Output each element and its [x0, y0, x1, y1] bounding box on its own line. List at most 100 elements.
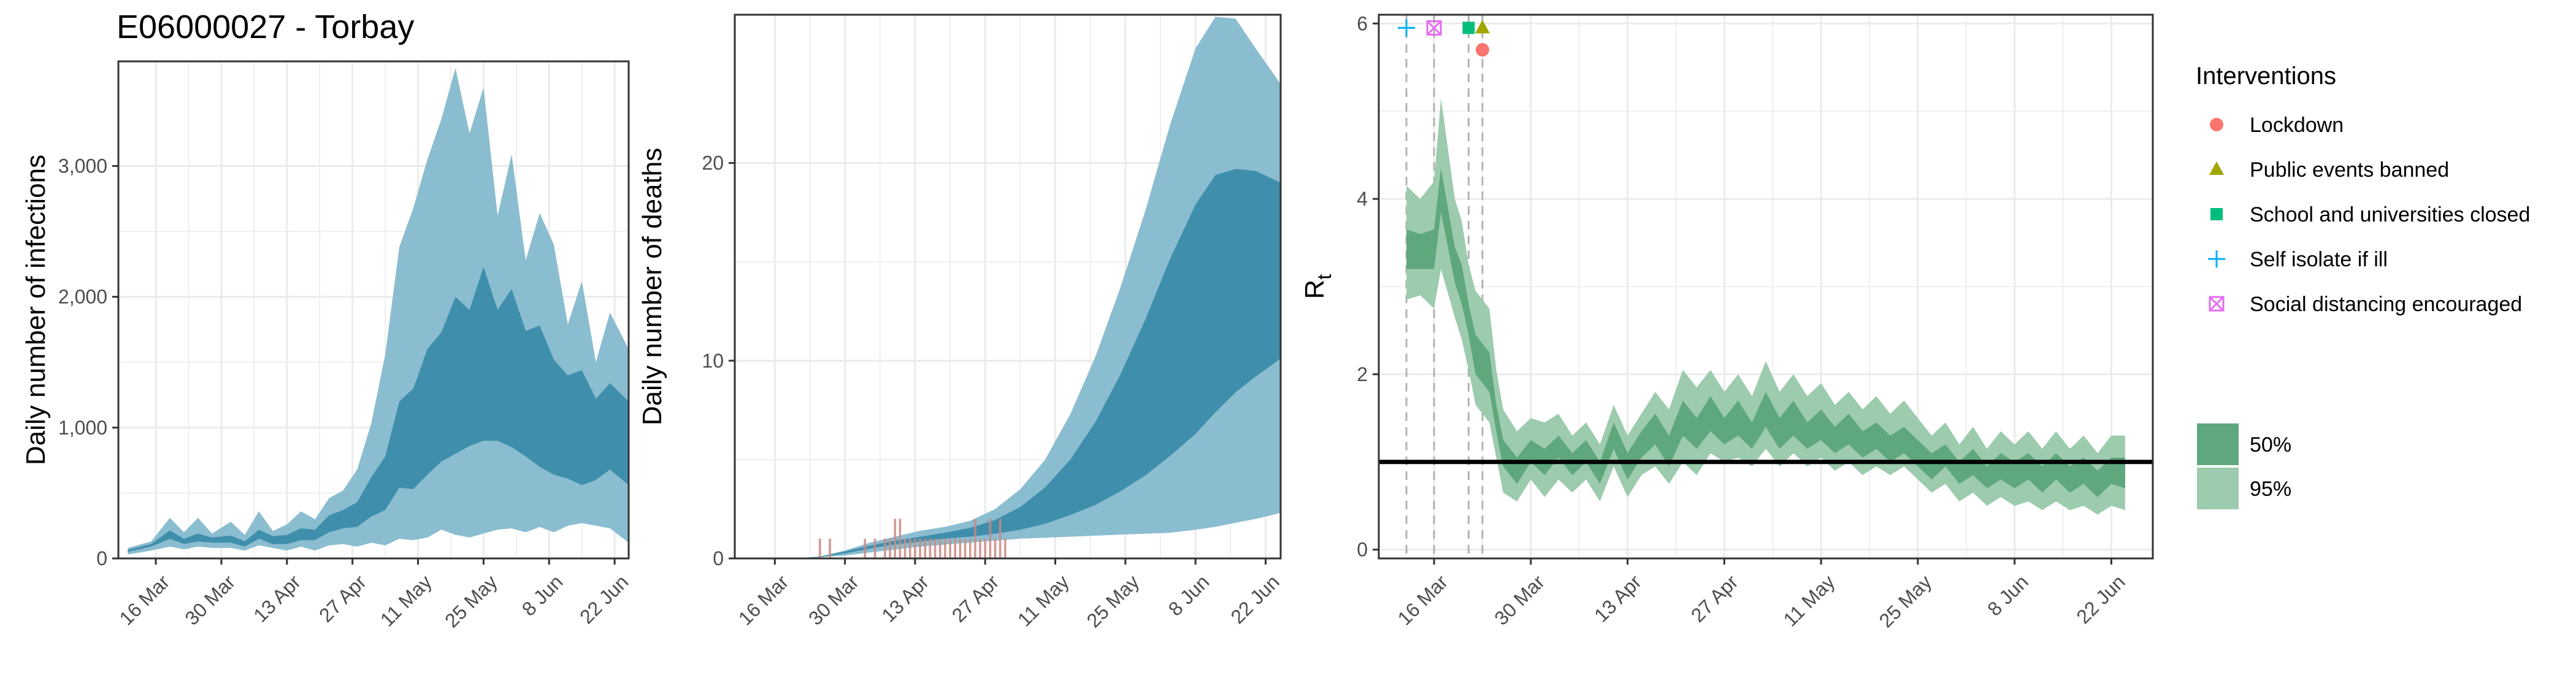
y-tick-label: 0 [96, 547, 107, 569]
x-tick-label: 27 Apr [1687, 571, 1742, 627]
intervention-marker [1462, 21, 1475, 34]
death-bar [829, 538, 831, 558]
legend-key [2209, 296, 2225, 312]
death-bar [924, 538, 927, 558]
x-tick-label: 11 May [1779, 571, 1839, 631]
y-axis-title: Daily number of infections [21, 155, 51, 465]
rt-panel: 0 2 4 6 16 Mar 30 Mar 13 Apr 27 Apr 11 May 25 May… [1300, 12, 2154, 632]
infections-panel: 0 1,000 2,000 3,000 16 Mar 30 Mar 13 Apr 27 Apr… [21, 60, 632, 632]
figure-title: E06000027 - Torbay [117, 9, 414, 45]
death-bar [933, 538, 937, 558]
death-bar [929, 538, 932, 558]
death-bar [884, 538, 886, 558]
panel-border [117, 60, 630, 560]
x-tick-label: 30 Mar [1490, 571, 1549, 630]
x-tick-label: 13 Apr [877, 571, 933, 627]
death-bar [949, 538, 951, 558]
x-tick-label: 25 May [1083, 571, 1144, 632]
x-tick-label: 8 Jun [518, 571, 567, 620]
death-bar [1004, 538, 1006, 558]
death-bar [959, 538, 962, 558]
legend-key [2208, 250, 2225, 268]
y-tick-label: 2 [1357, 363, 1368, 385]
death-bar [954, 538, 957, 558]
legend: Interventions Lockdown Public events bann… [2196, 63, 2530, 509]
band-50pct [128, 266, 629, 552]
death-bar [903, 538, 907, 558]
y-axis-title: Daily number of deaths [637, 148, 667, 425]
deaths-panel: 0 10 20 16 Mar 30 Mar 13 Apr 27 Apr 11 May 25 Ma… [637, 14, 1284, 632]
panel-border [1378, 14, 2154, 560]
legend-key [2210, 208, 2223, 220]
x-tick-label: 13 Apr [1590, 571, 1646, 627]
x-tick-label: 22 Jun [575, 571, 632, 628]
legend-label: Self isolate if ill [2250, 248, 2388, 271]
y-tick-label: 6 [1357, 12, 1368, 34]
x-tick-label: 13 Apr [249, 571, 305, 627]
legend-key [2210, 118, 2223, 131]
band-50pct [1406, 168, 2125, 498]
intervention-marker [1426, 20, 1442, 36]
x-tick-label: 16 Mar [115, 571, 174, 630]
x-tick-label: 16 Mar [1393, 571, 1452, 630]
death-bar [818, 538, 821, 558]
intervention-marker [1475, 20, 1490, 34]
x-tick-label: 25 May [440, 571, 502, 632]
legend-band-label: 95% [2250, 477, 2291, 501]
y-tick-label: 10 [702, 350, 724, 372]
y-tick-label: 20 [702, 152, 724, 174]
x-tick-label: 16 Mar [734, 571, 793, 630]
x-tick-label: 22 Jun [1226, 571, 1283, 628]
legend-bands: 50% 95% [2197, 423, 2291, 509]
death-bar [944, 538, 946, 558]
death-bar [984, 538, 987, 558]
legend-band-key [2197, 423, 2239, 465]
death-bar [994, 538, 997, 558]
legend-items: Lockdown Public events banned School and u… [2208, 114, 2530, 316]
death-bar [999, 519, 1002, 558]
death-bar [919, 538, 921, 558]
intervention-marker [1398, 19, 1416, 37]
death-bar [964, 538, 967, 558]
x-tick-label: 8 Jun [1164, 571, 1214, 620]
legend-key [2209, 161, 2224, 175]
x-tick-label: 11 May [1013, 571, 1073, 631]
death-bar [974, 519, 976, 558]
death-bar [873, 538, 876, 558]
death-bar [968, 538, 972, 558]
x-tick-label: 27 Apr [948, 571, 1003, 627]
death-bar [899, 519, 902, 558]
y-axis-title: Rt [1300, 274, 1335, 299]
legend-band-key [2197, 468, 2239, 509]
death-bar [894, 519, 897, 558]
death-bar [864, 538, 867, 558]
x-tick-label: 27 Apr [315, 571, 370, 627]
panel-border [734, 14, 1282, 560]
death-bar [914, 538, 916, 558]
death-bar [979, 538, 981, 558]
y-tick-label: 1,000 [58, 417, 107, 439]
y-tick-label: 0 [713, 547, 724, 569]
x-tick-label: 30 Mar [804, 571, 863, 630]
legend-label: Lockdown [2250, 114, 2344, 137]
legend-title: Interventions [2196, 63, 2336, 90]
x-tick-label: 11 May [376, 571, 436, 631]
legend-label: Public events banned [2250, 158, 2449, 182]
x-tick-label: 8 Jun [1983, 571, 2033, 620]
y-tick-label: 4 [1357, 188, 1368, 210]
y-tick-label: 2,000 [58, 286, 107, 308]
x-tick-label: 25 May [1875, 571, 1936, 632]
legend-band-label: 50% [2250, 433, 2291, 457]
x-tick-label: 22 Jun [2072, 571, 2129, 628]
x-tick-label: 30 Mar [180, 571, 239, 630]
intervention-marker [1476, 43, 1490, 57]
legend-label: Social distancing encouraged [2250, 293, 2522, 316]
death-bar [889, 538, 891, 558]
death-bar [908, 538, 911, 558]
death-bar [938, 538, 941, 558]
y-tick-label: 3,000 [58, 155, 107, 177]
y-tick-label: 0 [1357, 539, 1368, 561]
band-50pct [795, 169, 1281, 558]
legend-label: School and universities closed [2250, 203, 2530, 226]
